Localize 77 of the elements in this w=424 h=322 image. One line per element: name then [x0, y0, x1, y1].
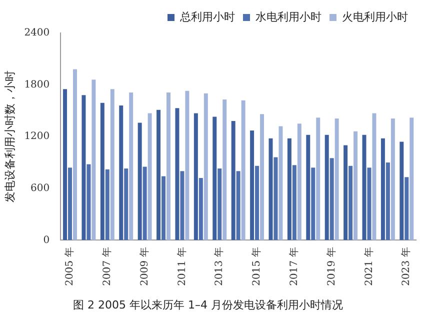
bar: [380, 138, 385, 240]
bar: [236, 171, 240, 240]
legend-label: 火电利用小时: [342, 10, 408, 24]
bar: [198, 178, 203, 240]
bar: [404, 177, 409, 240]
bar: [334, 118, 339, 240]
x-tick-label: 2013 年: [213, 247, 226, 286]
bar: [148, 113, 152, 240]
bar: [72, 69, 77, 240]
bar: [400, 142, 404, 240]
bar: [278, 126, 283, 240]
bar: [166, 92, 170, 240]
legend-label: 总利用小时: [179, 10, 235, 24]
bar: [255, 166, 260, 240]
bar: [119, 106, 124, 240]
bar: [218, 168, 222, 240]
bar: [297, 124, 302, 240]
y-tick-label: 2400: [24, 28, 50, 39]
text: 图 2 2005 年以来历年 1–4 月份发电设备利用小时情况: [73, 298, 343, 312]
bar: [274, 157, 278, 240]
bar: [175, 108, 180, 240]
bar: [311, 168, 316, 240]
x-tick-label: 2023 年: [400, 247, 412, 286]
bar: [306, 134, 310, 240]
bar: [231, 121, 236, 240]
bar: [268, 138, 273, 240]
x-tick-label: 2017 年: [288, 247, 300, 286]
bar: [129, 92, 134, 240]
bar: [142, 166, 147, 240]
bar: [185, 90, 190, 240]
bar: [100, 102, 104, 240]
bar: [212, 116, 217, 240]
bar: [110, 89, 114, 240]
bar: [390, 118, 395, 240]
x-tick-label: 2005 年: [64, 247, 76, 286]
bar: [156, 110, 161, 240]
bar: [63, 89, 68, 240]
x-tick-label: 2007 年: [101, 247, 113, 286]
bar: [386, 162, 390, 240]
bar: [330, 158, 334, 240]
y-tick-label: 600: [30, 182, 50, 194]
bar: [180, 171, 184, 240]
y-axis-title: 发电设备利用小时数，小时: [3, 70, 16, 203]
legend-label: 水电利用小时: [256, 10, 322, 24]
bar: [372, 113, 376, 240]
bar: [204, 93, 208, 240]
x-tick-label: 2021 年: [362, 247, 375, 286]
bar: [138, 122, 142, 240]
bar: [354, 131, 358, 240]
bar: [410, 118, 414, 240]
bar: [260, 114, 264, 240]
bar: [222, 99, 227, 240]
y-tick-label: 0: [43, 234, 50, 246]
bar: [241, 100, 246, 240]
bar: [86, 164, 91, 240]
bar: [348, 166, 353, 240]
bar: [194, 113, 198, 240]
bar: [316, 118, 320, 240]
bar: [344, 145, 348, 240]
x-tick-label: 2011 年: [176, 247, 188, 286]
bar: [82, 95, 86, 240]
bar: [324, 134, 329, 240]
bar: [162, 176, 166, 240]
x-tick-label: 2009 年: [138, 247, 150, 286]
bar: [292, 165, 296, 240]
bar: [105, 169, 110, 240]
bar: [92, 80, 96, 240]
bar: [367, 168, 372, 240]
y-tick-label: 1800: [24, 79, 50, 90]
y-tick-label: 1200: [24, 131, 50, 142]
bar: [68, 168, 72, 240]
bar: [287, 138, 292, 240]
bar: [250, 130, 254, 240]
bar: [362, 134, 366, 240]
x-tick-label: 2019 年: [325, 247, 338, 286]
x-tick-label: 2015 年: [250, 247, 263, 286]
bar: [124, 168, 128, 240]
